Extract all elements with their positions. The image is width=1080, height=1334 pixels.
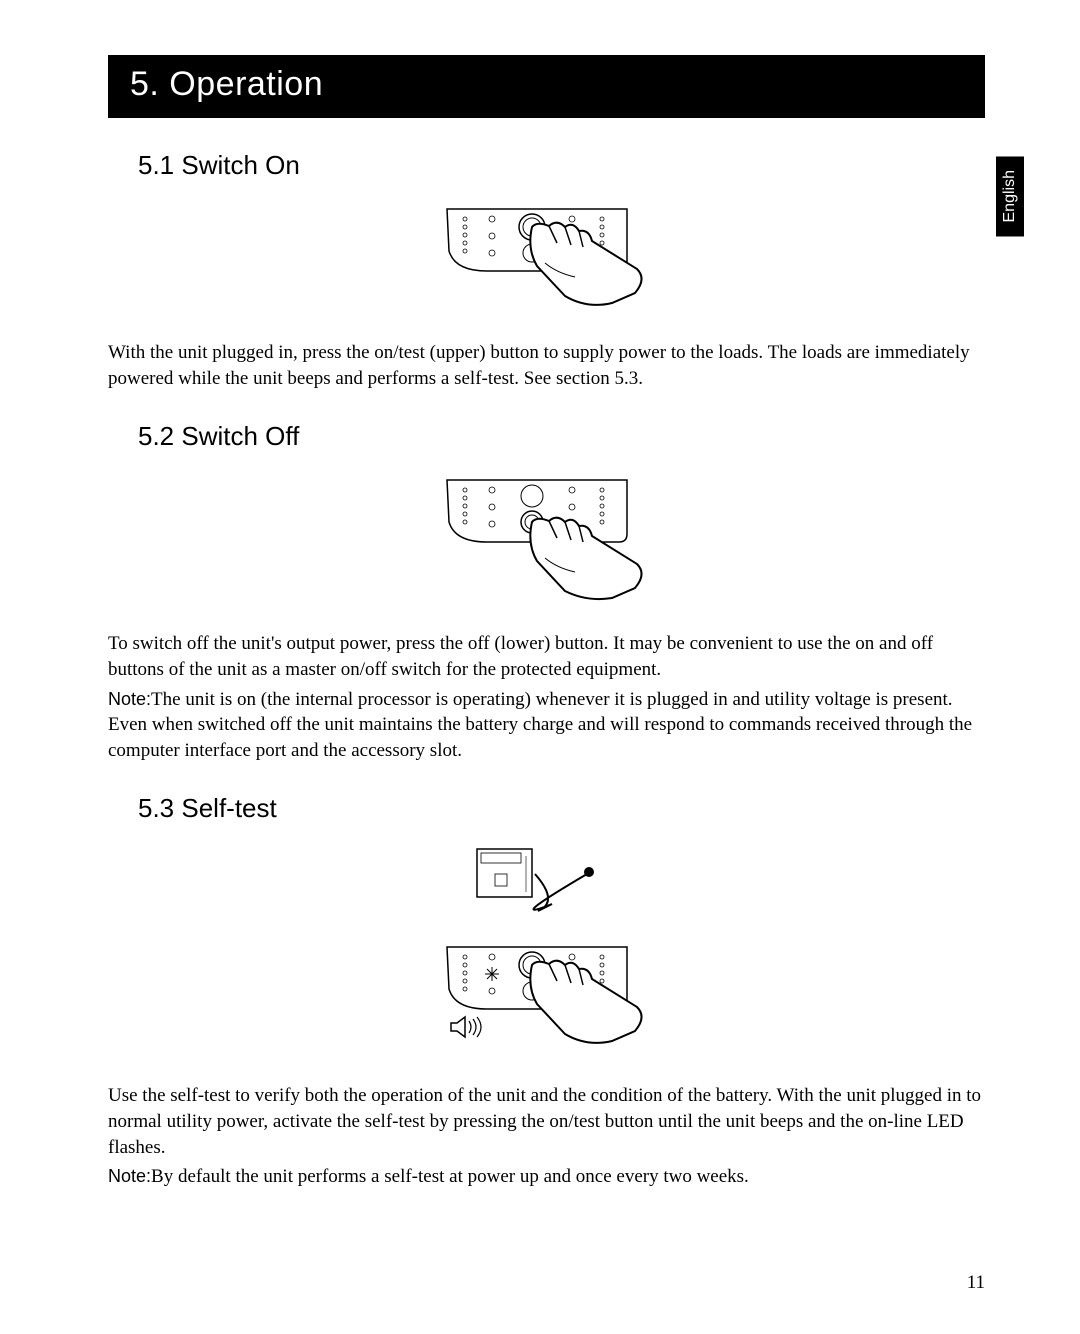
heading-switch-off: 5.2 Switch Off [138,421,985,452]
body-switch-on: With the unit plugged in, press the on/t… [108,340,985,391]
panel-hand-lower-icon [437,472,657,602]
note-switch-off: Note:The unit is on (the internal proces… [108,687,985,764]
chapter-title-bar: 5. Operation [108,55,985,118]
chapter-title: 5. Operation [130,65,323,103]
section-switch-off: 5.2 Switch Off [108,421,985,763]
figure-self-test [108,844,985,1059]
note-label: Note: [108,689,151,709]
body-switch-off: To switch off the unit's output power, p… [108,631,985,682]
note-body: The unit is on (the internal processor i… [108,689,972,761]
body-self-test: Use the self-test to verify both the ope… [108,1083,985,1160]
page-number: 11 [967,1272,985,1294]
note-label: Note: [108,1166,151,1186]
self-test-icon [437,844,657,1054]
figure-switch-off [108,472,985,607]
panel-hand-upper-icon [437,201,657,311]
language-tab: English [996,156,1024,236]
figure-switch-on [108,201,985,316]
section-self-test: 5.3 Self-test [108,793,985,1190]
heading-self-test: 5.3 Self-test [138,793,985,824]
section-switch-on: 5.1 Switch On [108,150,985,391]
note-self-test: Note:By default the unit performs a self… [108,1164,985,1190]
heading-switch-on: 5.1 Switch On [138,150,985,181]
note-body: By default the unit performs a self-test… [151,1166,749,1187]
